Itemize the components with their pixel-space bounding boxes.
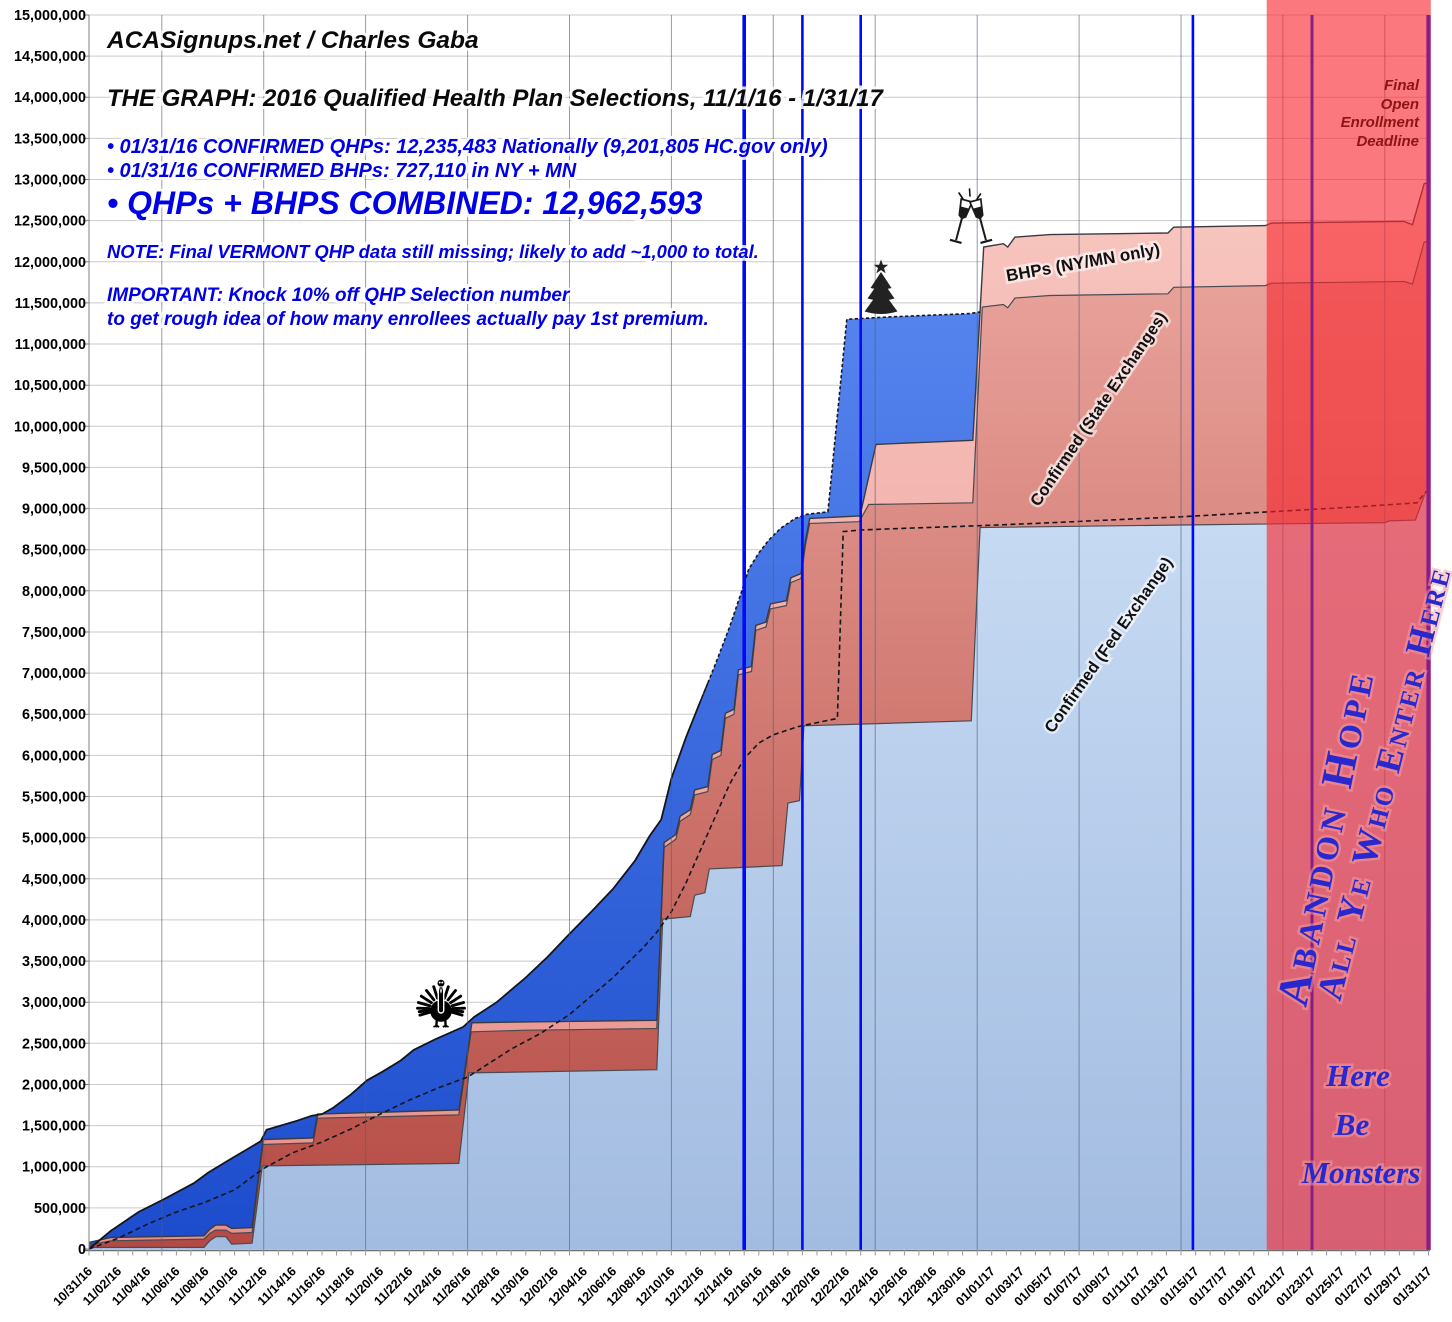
svg-text:1,500,000: 1,500,000 [22,1119,86,1135]
svg-text:7,500,000: 7,500,000 [22,625,86,641]
svg-text:Final: Final [1384,77,1420,94]
svg-text:Monsters: Monsters [1301,1155,1421,1190]
svg-text:THE GRAPH: 2016 Qualified Heal: THE GRAPH: 2016 Qualified Health Plan Se… [107,85,885,112]
svg-text:11,000,000: 11,000,000 [15,337,86,353]
svg-text:5,000,000: 5,000,000 [22,831,86,847]
svg-text:ACASignups.net / Charles Gaba: ACASignups.net / Charles Gaba [106,27,479,54]
svg-text:9,500,000: 9,500,000 [22,460,86,476]
svg-text:NOTE: Final VERMONT QHP data s: NOTE: Final VERMONT QHP data still missi… [107,241,759,262]
svg-text:Open: Open [1381,96,1419,113]
svg-text:15,000,000: 15,000,000 [14,8,86,24]
svg-text:Be: Be [1334,1107,1370,1142]
svg-text:500,000: 500,000 [34,1201,86,1217]
svg-text:to get rough idea of how many: to get rough idea of how many enrollees … [107,309,709,330]
svg-text:8,000,000: 8,000,000 [22,584,86,600]
svg-text:10,500,000: 10,500,000 [14,378,86,394]
svg-text:3,500,000: 3,500,000 [22,954,86,970]
svg-text:1,000,000: 1,000,000 [22,1160,86,1176]
svg-text:13,000,000: 13,000,000 [14,173,86,189]
svg-text:IMPORTANT: Knock 10% off QHP S: IMPORTANT: Knock 10% off QHP Selection n… [107,285,571,306]
svg-text:14,500,000: 14,500,000 [14,49,86,65]
svg-text:• 01/31/16 CONFIRMED QHPs: 12,: • 01/31/16 CONFIRMED QHPs: 12,235,483 Na… [107,136,828,158]
svg-text:Deadline: Deadline [1356,133,1419,150]
svg-text:12,500,000: 12,500,000 [14,214,86,230]
svg-text:Enrollment: Enrollment [1341,114,1420,131]
svg-text:9,000,000: 9,000,000 [22,502,86,518]
svg-text:Here: Here [1325,1058,1390,1093]
svg-text:4,000,000: 4,000,000 [22,913,86,929]
svg-text:• 01/31/16 CONFIRMED BHPs: 727: • 01/31/16 CONFIRMED BHPs: 727,110 in NY… [107,160,577,182]
svg-text:7,000,000: 7,000,000 [22,666,86,682]
svg-text:12,000,000: 12,000,000 [14,255,86,271]
svg-text:8,500,000: 8,500,000 [22,543,86,559]
svg-text:2,500,000: 2,500,000 [22,1036,86,1052]
svg-text:11,500,000: 11,500,000 [15,296,86,312]
svg-text:10,000,000: 10,000,000 [14,419,86,435]
svg-text:2,000,000: 2,000,000 [22,1078,86,1094]
svg-text:14,000,000: 14,000,000 [14,90,86,106]
svg-text:0: 0 [78,1242,86,1258]
svg-text:4,500,000: 4,500,000 [22,872,86,888]
svg-text:13,500,000: 13,500,000 [14,131,86,147]
svg-text:5,500,000: 5,500,000 [22,790,86,806]
svg-text:• QHPs + BHPS COMBINED: 12,962: • QHPs + BHPS COMBINED: 12,962,593 [107,185,703,221]
svg-text:6,500,000: 6,500,000 [22,707,86,723]
svg-text:6,000,000: 6,000,000 [22,748,86,764]
svg-text:3,000,000: 3,000,000 [22,995,86,1011]
